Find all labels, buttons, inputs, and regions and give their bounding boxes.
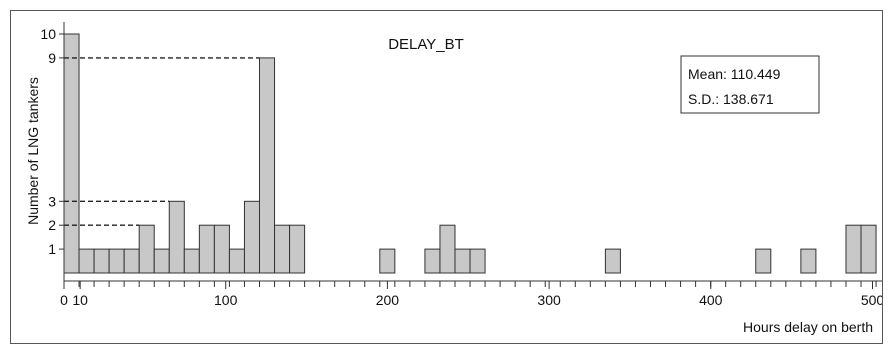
histogram-bar [183, 248, 200, 274]
x-tick-label: 100 [214, 292, 238, 308]
histogram-bar [198, 224, 215, 274]
y-tick-label: 1 [48, 241, 56, 257]
x-tick-label: 0 [60, 292, 68, 308]
stats-box: Mean: 110.449 S.D.: 138.671 [680, 55, 820, 114]
histogram-bar [168, 200, 185, 274]
histogram-bar [469, 248, 486, 274]
histogram-bar [63, 33, 80, 274]
chart-frame: 0 10 100 200 300 400 500 1 2 3 9 10 DELAY_BT Hours… [10, 10, 883, 344]
histogram-bar [258, 57, 276, 274]
histogram-bar [243, 200, 260, 274]
y-tick-label: 2 [48, 217, 56, 233]
stats-box-border [680, 55, 820, 114]
reference-lines [64, 57, 260, 226]
histogram-bar [424, 248, 441, 274]
histogram-bar [274, 224, 291, 274]
x-tick-label: 10 [72, 292, 88, 308]
histogram-bar [228, 248, 245, 274]
x-tick-label: 200 [376, 292, 400, 308]
histogram-bar [860, 224, 877, 274]
bars-layer [63, 33, 877, 274]
x-tick-label: 500 [861, 292, 882, 308]
x-tick-label: 400 [699, 292, 723, 308]
histogram-bar [108, 248, 125, 274]
stats-mean: Mean: 110.449 [688, 66, 781, 82]
histogram-bar [138, 224, 155, 274]
y-tick-label: 3 [48, 193, 56, 209]
histogram-bar [93, 248, 110, 274]
histogram-bar [845, 224, 862, 274]
y-axis-label: Number of LNG tankers [25, 77, 41, 225]
y-ticks: 1 2 3 9 10 [40, 26, 64, 257]
stats-sd: S.D.: 138.671 [688, 91, 774, 107]
histogram-bar [439, 224, 456, 274]
x-ticks: 0 10 100 200 300 400 500 [60, 281, 882, 308]
histogram-bar [800, 248, 817, 274]
histogram-bar [78, 248, 95, 274]
y-tick-label: 10 [40, 26, 56, 42]
histogram-bar [604, 248, 621, 274]
histogram-bar [213, 224, 230, 274]
histogram-bar [379, 248, 396, 274]
histogram-bar [755, 248, 772, 274]
histogram-bar [153, 248, 170, 274]
histogram-bar [289, 224, 306, 274]
y-tick-label: 9 [48, 50, 56, 66]
x-tick-label: 300 [537, 292, 561, 308]
chart-title: DELAY_BT [388, 36, 464, 53]
histogram-bar [454, 248, 471, 274]
x-axis-label: Hours delay on berth [743, 319, 873, 335]
histogram-bar [123, 248, 140, 274]
